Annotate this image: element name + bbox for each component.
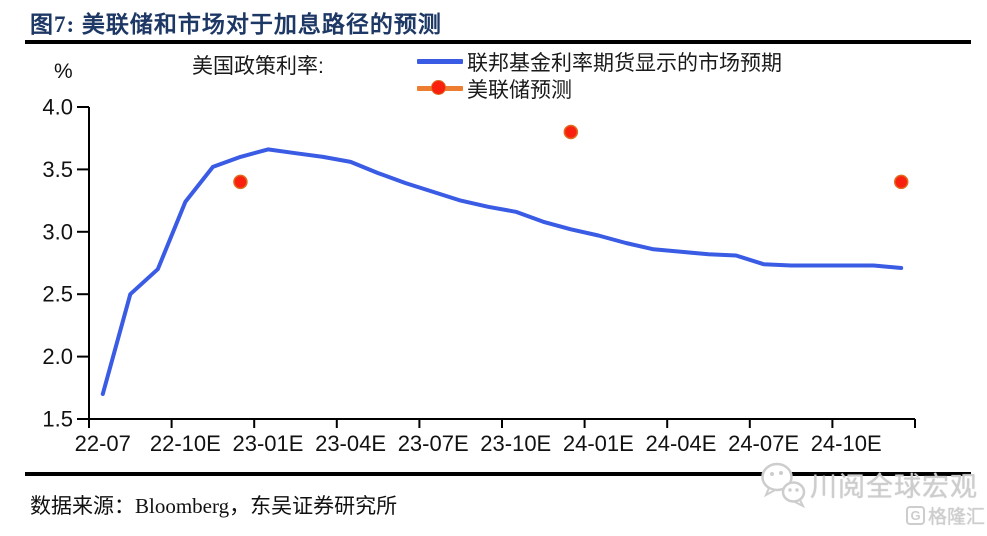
y-tick-label: 1.5 (42, 407, 73, 432)
y-tick-label: 3.5 (42, 157, 73, 182)
data-source-text: 数据来源：Bloomberg，东吴证券研究所 (30, 494, 398, 518)
fed-forecast-marker-icon (431, 80, 446, 95)
y-tick-label: 2.0 (42, 344, 73, 369)
x-tick-label: 23-10E (480, 431, 551, 456)
fed-forecast-dot (563, 124, 579, 140)
fed-forecast-dot (233, 174, 248, 190)
x-tick-label: 23-01E (232, 431, 303, 456)
gelonghui-logo-icon: G (906, 506, 925, 525)
policy-rate-chart: 1.5 2.0 2.5 3.0 3.5 4.0 22-07 22-10E 23-01E 23-04… (42, 95, 916, 456)
legend: 联邦基金利率期货显示的市场预期 美联储预测 (417, 48, 782, 102)
x-tick-label: 23-07E (398, 431, 469, 456)
fed-forecast-swatch-icon (417, 80, 463, 95)
gelonghui-name: 格隆汇 (928, 507, 986, 528)
figure-title: 图7: 美联储和市场对于加息路径的预测 (30, 12, 442, 37)
x-tick-label: 22-07 (75, 431, 131, 456)
x-tick-label: 24-01E (563, 431, 634, 456)
wechat-icon (761, 462, 806, 508)
gelonghui-watermark: G 格隆汇 (906, 502, 985, 529)
x-tick-label: 24-10E (811, 431, 882, 456)
y-tick-label: 3.0 (42, 219, 73, 244)
legend-label-fed-forecast: 美联储预测 (467, 78, 572, 102)
bottom-divider (25, 472, 971, 476)
x-tick-label: 24-04E (645, 431, 716, 456)
market-expectation-line (100, 147, 904, 396)
legend-item-market-expectation: 联邦基金利率期货显示的市场预期 (417, 48, 782, 75)
legend-label-market-expectation: 联邦基金利率期货显示的市场预期 (467, 51, 782, 75)
series-prefix-label: 美国政策利率: (192, 55, 324, 78)
x-tick-label: 22-10E (150, 431, 221, 456)
wechat-account-name: 川阅全球宏观 (810, 471, 978, 502)
x-tick-label: 23-04E (315, 431, 386, 456)
market-line-swatch-icon (417, 59, 463, 64)
x-tick-label: 24-07E (728, 431, 799, 456)
y-tick-label: 4.0 (42, 95, 73, 120)
fed-forecast-dot (893, 174, 909, 190)
top-divider (25, 40, 971, 44)
y-axis-unit-label: % (54, 60, 73, 83)
wechat-watermark: 川阅全球宏观 (760, 460, 978, 508)
y-tick-label: 2.5 (42, 282, 73, 307)
legend-item-fed-forecast: 美联储预测 (417, 75, 782, 102)
